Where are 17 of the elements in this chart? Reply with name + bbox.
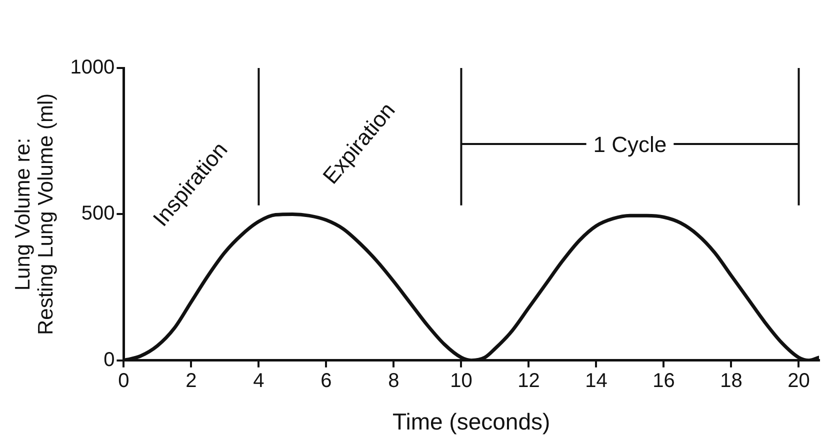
y-axis-title: Lung Volume re: Resting Lung Volume (ml) (11, 93, 58, 336)
x-tick-label: 14 (585, 370, 608, 392)
x-tick-label: 0 (118, 370, 130, 392)
y-tick-label: 500 (81, 202, 115, 225)
x-tick-label: 16 (652, 370, 675, 392)
y-tick-label: 0 (104, 348, 115, 371)
x-axis-title: Time (seconds) (392, 408, 550, 435)
annotation: 1 Cycle (593, 132, 667, 158)
x-tick-label: 10 (450, 370, 472, 392)
x-tick-label: 6 (320, 370, 332, 392)
x-tick-label: 20 (788, 370, 810, 392)
x-tick-label: 18 (720, 370, 742, 392)
y-tick-label: 1000 (70, 56, 115, 79)
x-tick-label: 2 (186, 370, 197, 392)
x-tick-label: 8 (388, 370, 400, 392)
x-tick-label: 4 (253, 370, 264, 392)
x-tick-label: 12 (518, 370, 540, 392)
